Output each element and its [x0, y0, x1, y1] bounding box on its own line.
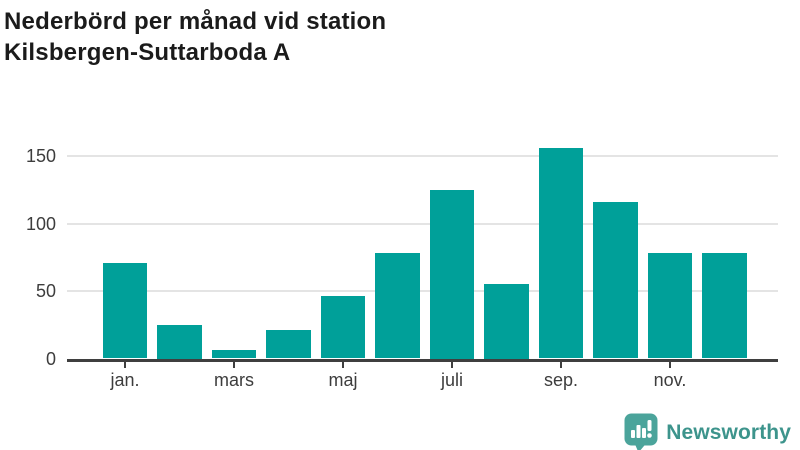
x-axis-label-maj: maj — [328, 370, 358, 390]
x-tick-maj — [342, 361, 344, 368]
bar-3 — [266, 330, 311, 359]
bar-6 — [429, 189, 475, 359]
x-axis-label-sep.: sep. — [543, 370, 579, 390]
bar-11 — [702, 253, 747, 359]
y-axis-label-50: 50 — [35, 281, 56, 301]
bar-2 — [211, 350, 257, 359]
bar-0 — [102, 262, 148, 359]
x-axis-label-juli: juli — [440, 370, 463, 390]
brand-name: Newsworthy — [666, 421, 791, 444]
gridline-50 — [67, 290, 778, 292]
x-tick-nov. — [669, 361, 671, 368]
chart-title-line2: Kilsbergen-Suttarboda A — [4, 39, 291, 66]
x-tick-sep. — [560, 361, 562, 368]
x-tick-jan. — [124, 361, 126, 368]
x-axis-label-jan.: jan. — [110, 370, 140, 390]
x-tick-mars — [233, 361, 235, 368]
x-axis-line — [67, 358, 778, 362]
chart-title-line1: Nederbörd per månad vid station — [4, 8, 387, 35]
chart-title: Nederbörd per månad vid station Kilsberge… — [4, 6, 386, 68]
brand-footer: Newsworthy — [624, 413, 791, 450]
y-axis-label-150: 150 — [25, 146, 56, 166]
x-tick-juli — [451, 361, 453, 368]
x-axis-label-mars: mars — [214, 370, 254, 390]
bar-4 — [320, 296, 366, 359]
logo-bubble — [624, 413, 658, 450]
bar-1 — [157, 324, 202, 359]
x-axis-label-nov.: nov. — [653, 370, 687, 390]
gridline-150 — [67, 155, 778, 157]
y-axis-label-0: 0 — [45, 348, 56, 369]
bar-7 — [484, 284, 529, 359]
logo-bar-chart-glyph — [631, 420, 653, 438]
bar-5 — [375, 253, 420, 359]
gridline-100 — [67, 222, 778, 225]
bar-9 — [593, 201, 638, 359]
newsworthy-logo-icon — [624, 413, 658, 450]
y-axis-label-100: 100 — [25, 213, 56, 234]
bar-8 — [538, 147, 584, 359]
bar-10 — [647, 253, 693, 359]
